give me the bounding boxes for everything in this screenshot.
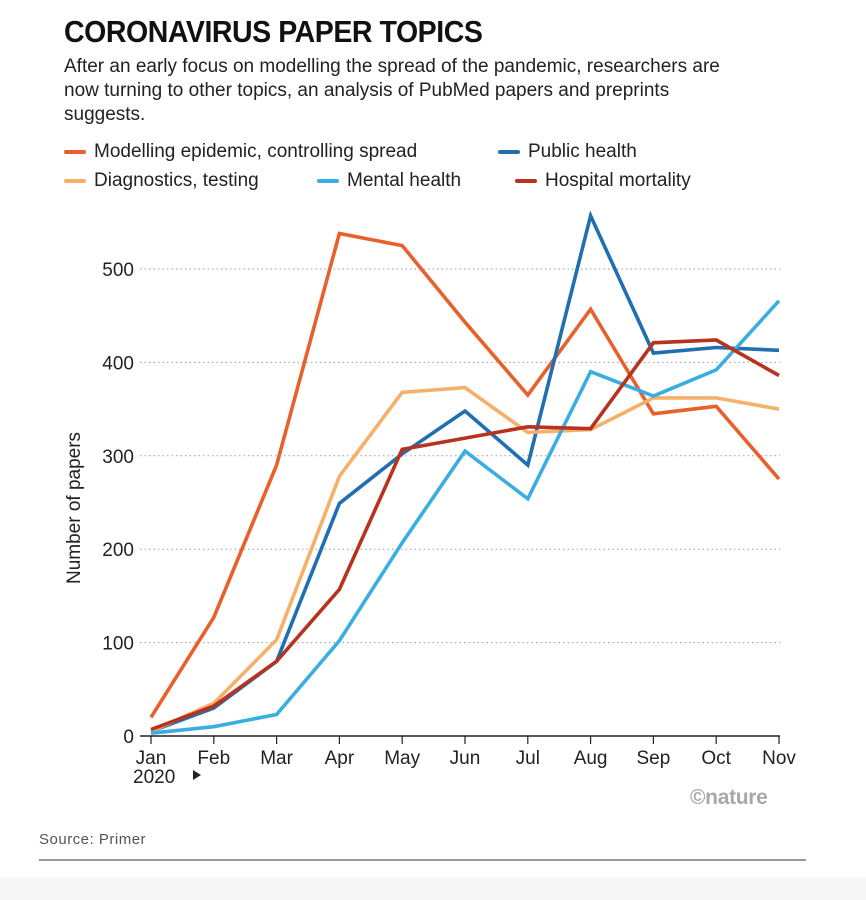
legend-swatch-modelling xyxy=(64,150,86,154)
legend: Modelling epidemic, controlling spread P… xyxy=(64,141,764,201)
y-tick-label-100: 100 xyxy=(102,634,134,655)
x-axis-ticks: Jan Feb Mar Apr May Jun Jul Aug Sep Oct Nov xyxy=(136,736,796,769)
legend-swatch-hospital-mortality xyxy=(515,179,537,183)
legend-swatch-diagnostics xyxy=(64,179,86,183)
legend-item-modelling: Modelling epidemic, controlling spread xyxy=(64,141,417,163)
x-tick-label-jun: Jun xyxy=(450,748,481,769)
source-note: Source: Primer xyxy=(39,831,147,848)
year-label: 2020 xyxy=(133,767,175,788)
series-line-4 xyxy=(150,338,780,732)
x-tick-label-oct: Oct xyxy=(701,748,731,769)
chart-subtitle: After an early focus on modelling the sp… xyxy=(64,56,720,125)
legend-item-mental-health: Mental health xyxy=(317,170,461,192)
x-tick-label-feb: Feb xyxy=(197,748,230,769)
x-tick-label-jan: Jan xyxy=(136,748,167,769)
legend-label-hospital-mortality: Hospital mortality xyxy=(545,170,691,191)
series-line-0 xyxy=(149,231,781,719)
x-tick-label-may: May xyxy=(384,748,420,769)
x-tick-label-mar: Mar xyxy=(260,748,293,769)
x-tick-label-sep: Sep xyxy=(636,748,670,769)
legend-swatch-public-health xyxy=(498,150,520,154)
legend-item-public-health: Public health xyxy=(498,141,637,163)
series-line-2 xyxy=(150,385,780,733)
nature-logo: ©nature xyxy=(690,786,768,809)
x-tick-label-apr: Apr xyxy=(325,748,355,769)
x-tick-label-aug: Aug xyxy=(574,748,608,769)
footer-band xyxy=(0,877,866,900)
x-tick-label-nov: Nov xyxy=(762,748,796,769)
legend-item-hospital-mortality: Hospital mortality xyxy=(515,170,691,192)
y-tick-label-400: 400 xyxy=(102,353,134,374)
gridlines xyxy=(140,268,780,737)
y-axis-ticks: 0 100 200 300 400 500 xyxy=(102,260,134,748)
y-tick-label-500: 500 xyxy=(102,260,134,281)
legend-label-public-health: Public health xyxy=(528,141,637,162)
year-label-group: 2020 xyxy=(133,767,201,788)
legend-label-diagnostics: Diagnostics, testing xyxy=(94,170,259,191)
y-tick-label-300: 300 xyxy=(102,447,134,468)
divider xyxy=(39,859,806,861)
y-axis-label: Number of papers xyxy=(64,432,85,584)
series-line-1 xyxy=(150,210,780,733)
legend-item-diagnostics: Diagnostics, testing xyxy=(64,170,259,192)
line-chart: 0 100 200 300 400 500 Jan Feb Mar Apr May Jun Jul Au… xyxy=(64,210,796,788)
legend-swatch-mental-health xyxy=(317,179,339,183)
legend-label-mental-health: Mental health xyxy=(347,170,462,191)
x-tick-label-jul: Jul xyxy=(516,748,540,769)
series-line-3 xyxy=(150,299,781,735)
play-triangle-icon xyxy=(193,770,201,780)
chart-title: CORONAVIRUS PAPER TOPICS xyxy=(64,14,483,49)
legend-label-modelling: Modelling epidemic, controlling spread xyxy=(94,141,418,162)
y-tick-label-0: 0 xyxy=(123,727,134,748)
y-tick-label-200: 200 xyxy=(102,540,134,561)
series-lines xyxy=(149,210,781,735)
